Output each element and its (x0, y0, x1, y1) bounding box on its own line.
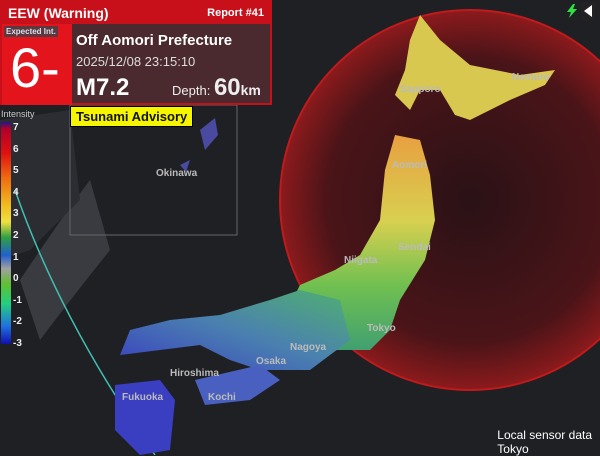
city-label: Osaka (256, 356, 287, 367)
legend-tick: 4 (13, 186, 19, 198)
legend-tick: 6 (13, 143, 19, 155)
honshu-east (290, 135, 435, 350)
magnitude: M7.2 (76, 74, 130, 101)
sensor-location: Tokyo (497, 442, 529, 456)
expected-label: Expected Int. (4, 26, 58, 37)
expected-intensity: 6- (10, 36, 60, 99)
legend-tick: 1 (13, 251, 19, 263)
intensity-legend-bar (1, 122, 11, 344)
hokkaido (395, 15, 555, 120)
city-label: Okinawa (156, 168, 198, 179)
tsunami-badge: Tsunami Advisory (70, 106, 194, 127)
city-label: Fukuoka (122, 392, 164, 403)
sensor-info: Local sensor data Tokyo (497, 428, 592, 456)
legend-tick: -2 (13, 316, 22, 328)
expected-intensity-box: Expected Int. 6- (2, 24, 72, 105)
kyushu (115, 380, 175, 455)
depth-unit: km (240, 82, 261, 98)
city-label: Niigata (344, 255, 378, 266)
eew-panel: EEW (Warning) Report #41 Expected Int. 6… (0, 0, 272, 105)
city-label: Nemuro (512, 72, 550, 83)
legend-tick: 3 (13, 208, 19, 220)
report-number: Report #41 (207, 7, 264, 19)
legend-tick: 7 (13, 122, 19, 133)
legend-tick: 5 (13, 165, 19, 177)
city-label: Sapporo (400, 84, 441, 95)
epicenter-location: Off Aomori Prefecture (76, 32, 233, 49)
okinawa-inset (69, 104, 238, 236)
legend-tick: 2 (13, 230, 19, 241)
legend-title: Intensity (1, 109, 35, 119)
origin-time: 2025/12/08 23:15:10 (76, 54, 196, 69)
city-label: Tokyo (367, 323, 396, 334)
lightning-icon[interactable] (566, 4, 578, 18)
city-label: Nagoya (290, 342, 327, 353)
eew-title: EEW (Warning) (8, 5, 109, 21)
depth: Depth: 60km (172, 74, 261, 102)
depth-value: 60 (213, 74, 241, 101)
collapse-arrow-icon[interactable] (581, 2, 595, 20)
eew-header: EEW (Warning) Report #41 (2, 2, 270, 24)
legend-tick: -3 (13, 338, 22, 349)
sensor-label: Local sensor data (497, 428, 592, 442)
city-label: Aomori (392, 160, 427, 171)
legend-tick: 0 (13, 273, 19, 285)
city-label: Sendai (398, 242, 431, 253)
korea-landmass (20, 180, 110, 340)
shikoku (195, 365, 280, 405)
city-label: Hiroshima (170, 368, 219, 379)
city-label: Kochi (208, 392, 236, 403)
depth-label: Depth: (172, 83, 211, 98)
legend-tick: -1 (13, 294, 22, 306)
honshu-west (120, 290, 350, 370)
